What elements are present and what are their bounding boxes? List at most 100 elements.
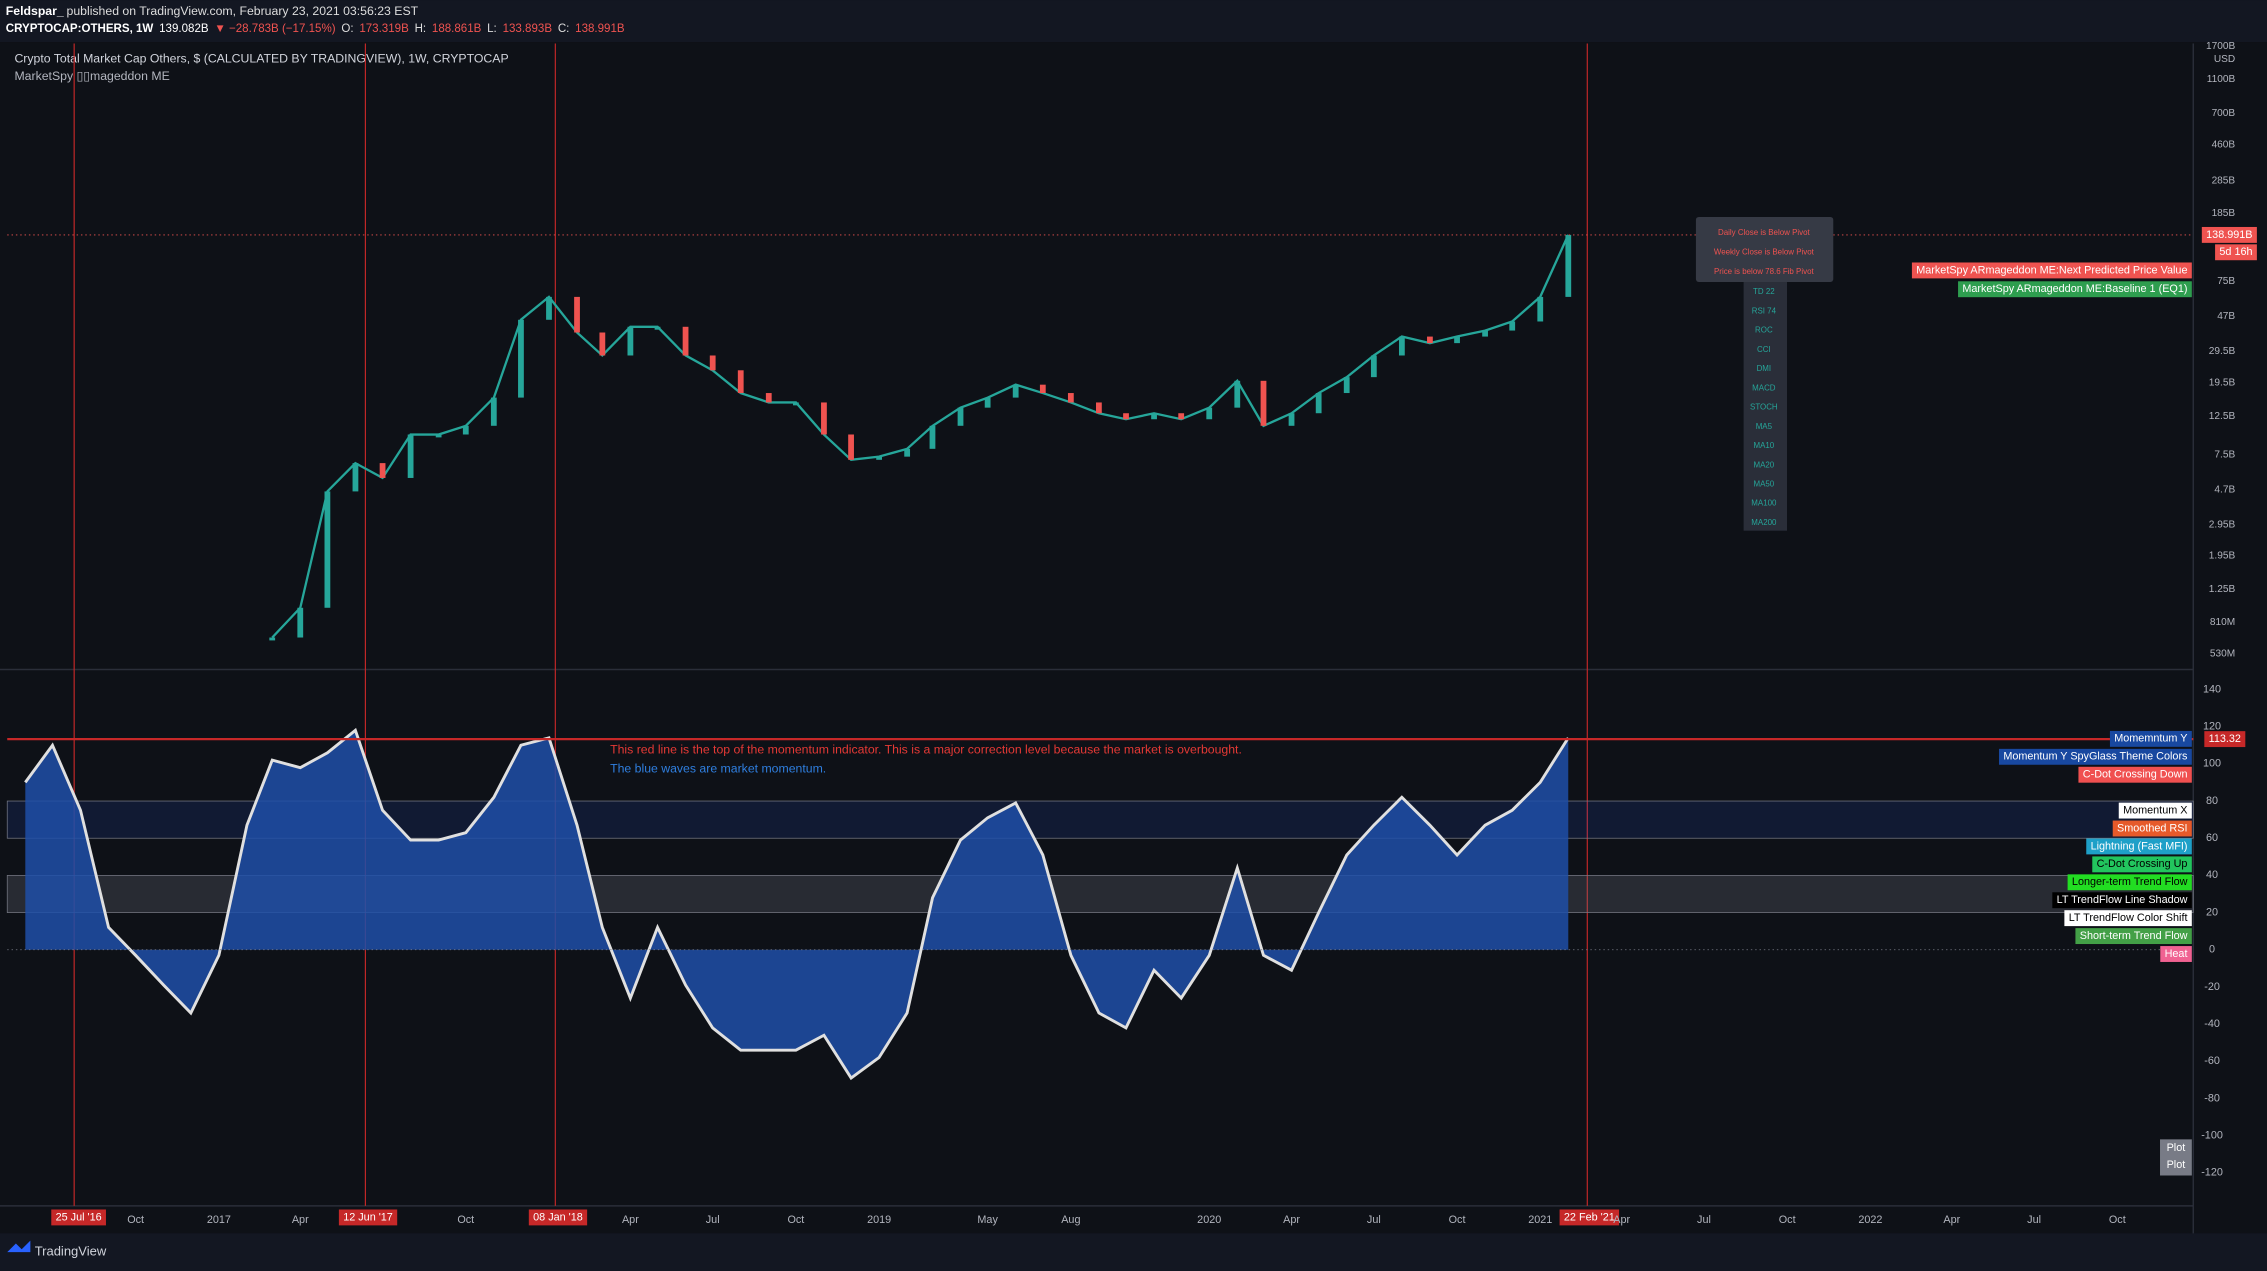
header-bar — [0, 0, 2267, 43]
y-tick-label: -60 — [2204, 1055, 2220, 1067]
brand: TradingView — [35, 1244, 107, 1259]
legend-entry-bg — [2086, 838, 2192, 855]
y-tick-label: 700B — [2212, 108, 2236, 119]
candle — [1012, 384, 1019, 398]
y-tick-label: 0 — [2209, 944, 2215, 956]
candle — [1178, 413, 1185, 420]
candle — [765, 393, 772, 403]
y-tick-label: 185B — [2212, 208, 2236, 219]
x-tick-label: 08 Jan '18 — [533, 1211, 583, 1223]
published: published on TradingView.com, February 2… — [67, 4, 419, 18]
legend-entry: Momemntum Y — [2114, 733, 2187, 745]
candle — [1039, 384, 1046, 394]
x-tick-label-bg — [338, 1209, 398, 1226]
y-tick-label: -40 — [2204, 1018, 2220, 1030]
y-tick-label: 60 — [2206, 832, 2218, 844]
x-tick-label: Oct — [787, 1214, 804, 1226]
x-tick-label: Oct — [1449, 1214, 1466, 1226]
x-tick-label: Aug — [1061, 1214, 1080, 1226]
x-tick-label: 2022 — [1858, 1214, 1882, 1226]
y-unit: USD — [2214, 54, 2235, 65]
candle — [1151, 413, 1157, 420]
y-tick-label: 7.5B — [2214, 449, 2235, 460]
candle — [793, 402, 799, 406]
candle — [1234, 380, 1241, 408]
y-tick-label: 19.5B — [2209, 377, 2236, 388]
price-label-bg — [1958, 281, 2192, 298]
y-tick-label: 810M — [2210, 617, 2235, 628]
close: 138.991B — [575, 23, 625, 35]
legend-entry-bg — [2112, 820, 2192, 837]
y-tick-label: 120 — [2203, 721, 2221, 733]
legend-entry-bg — [2092, 856, 2192, 873]
annotation: The blue waves are market momentum. — [610, 761, 826, 775]
y-tick-label: 1700B — [2206, 41, 2235, 52]
plot-button[interactable]: Plot — [2167, 1159, 2186, 1171]
legend-entry-bg — [2064, 910, 2192, 927]
y-tick-label: 2.95B — [2209, 520, 2236, 531]
signal: ROC — [1755, 326, 1773, 335]
candle — [1454, 336, 1460, 344]
candle — [984, 397, 991, 408]
candle — [1315, 393, 1322, 414]
o-label: O: — [341, 23, 353, 35]
c-label: C: — [558, 23, 570, 35]
x-tick-label: May — [977, 1214, 998, 1226]
candle — [1482, 330, 1488, 337]
x-tick-label: 2017 — [207, 1214, 231, 1226]
logo-icon — [7, 1240, 31, 1253]
y-tick-label: 285B — [2212, 176, 2236, 187]
signal: MA5 — [1756, 422, 1773, 431]
y-tick-label: 530M — [2210, 649, 2235, 660]
x-tick-label: Apr — [292, 1214, 309, 1226]
pivot-status: Price is below 78.6 Fib Pivot — [1714, 267, 1814, 276]
x-tick-label: 2019 — [867, 1214, 891, 1226]
candle — [709, 355, 716, 371]
x-tick-label: Jul — [2027, 1214, 2041, 1226]
y-tick-label: 47B — [2217, 311, 2235, 322]
candle — [1565, 234, 1572, 297]
candle — [1370, 355, 1377, 378]
price-line — [271, 234, 1570, 639]
plot-buttons-bg — [2160, 1139, 2192, 1176]
candle — [737, 370, 744, 394]
pivot-status: Daily Close is Below Pivot — [1718, 228, 1811, 237]
candle — [1067, 393, 1074, 403]
signal: MA100 — [1751, 499, 1777, 508]
legend-entry-bg — [2109, 730, 2192, 747]
y-tick-label: 12.5B — [2209, 411, 2236, 422]
legend-entry-bg — [2052, 892, 2192, 909]
x-tick-label: Oct — [457, 1214, 474, 1226]
x-tick-label: Oct — [2109, 1214, 2126, 1226]
annotation: This red line is the top of the momentum… — [610, 743, 1242, 757]
signal: MACD — [1752, 383, 1776, 392]
x-tick-label: Apr — [1613, 1214, 1630, 1226]
candle — [1537, 296, 1544, 322]
candle — [1343, 377, 1350, 394]
l-label: L: — [487, 23, 497, 35]
momentum-line — [24, 727, 1570, 1081]
plot-button[interactable]: Plot — [2167, 1142, 2186, 1154]
x-tick-label: Jul — [1697, 1214, 1711, 1226]
candle — [379, 463, 386, 478]
candle — [297, 607, 304, 638]
level-label: 113.32 — [2209, 733, 2241, 745]
candle — [352, 463, 359, 492]
author: Feldspar_ — [6, 4, 64, 18]
pivot-status: Weekly Close is Below Pivot — [1714, 247, 1815, 256]
x-tick-label: Apr — [622, 1214, 639, 1226]
x-tick-label: 25 Jul '16 — [56, 1211, 102, 1223]
x-tick-label: Oct — [127, 1214, 144, 1226]
candle — [627, 326, 634, 356]
y-tick-label: 29.5B — [2209, 346, 2236, 357]
candle — [407, 434, 414, 478]
candle — [324, 491, 331, 608]
signal: MA50 — [1753, 480, 1774, 489]
legend-entry-bg — [2078, 766, 2192, 783]
y-tick-label: 80 — [2206, 795, 2218, 807]
legend-entry: Lightning (Fast MFI) — [2091, 840, 2188, 852]
countdown-bg — [2215, 244, 2257, 261]
tradingview-logo: TradingView — [7, 1240, 107, 1259]
high: 188.861B — [432, 23, 482, 35]
